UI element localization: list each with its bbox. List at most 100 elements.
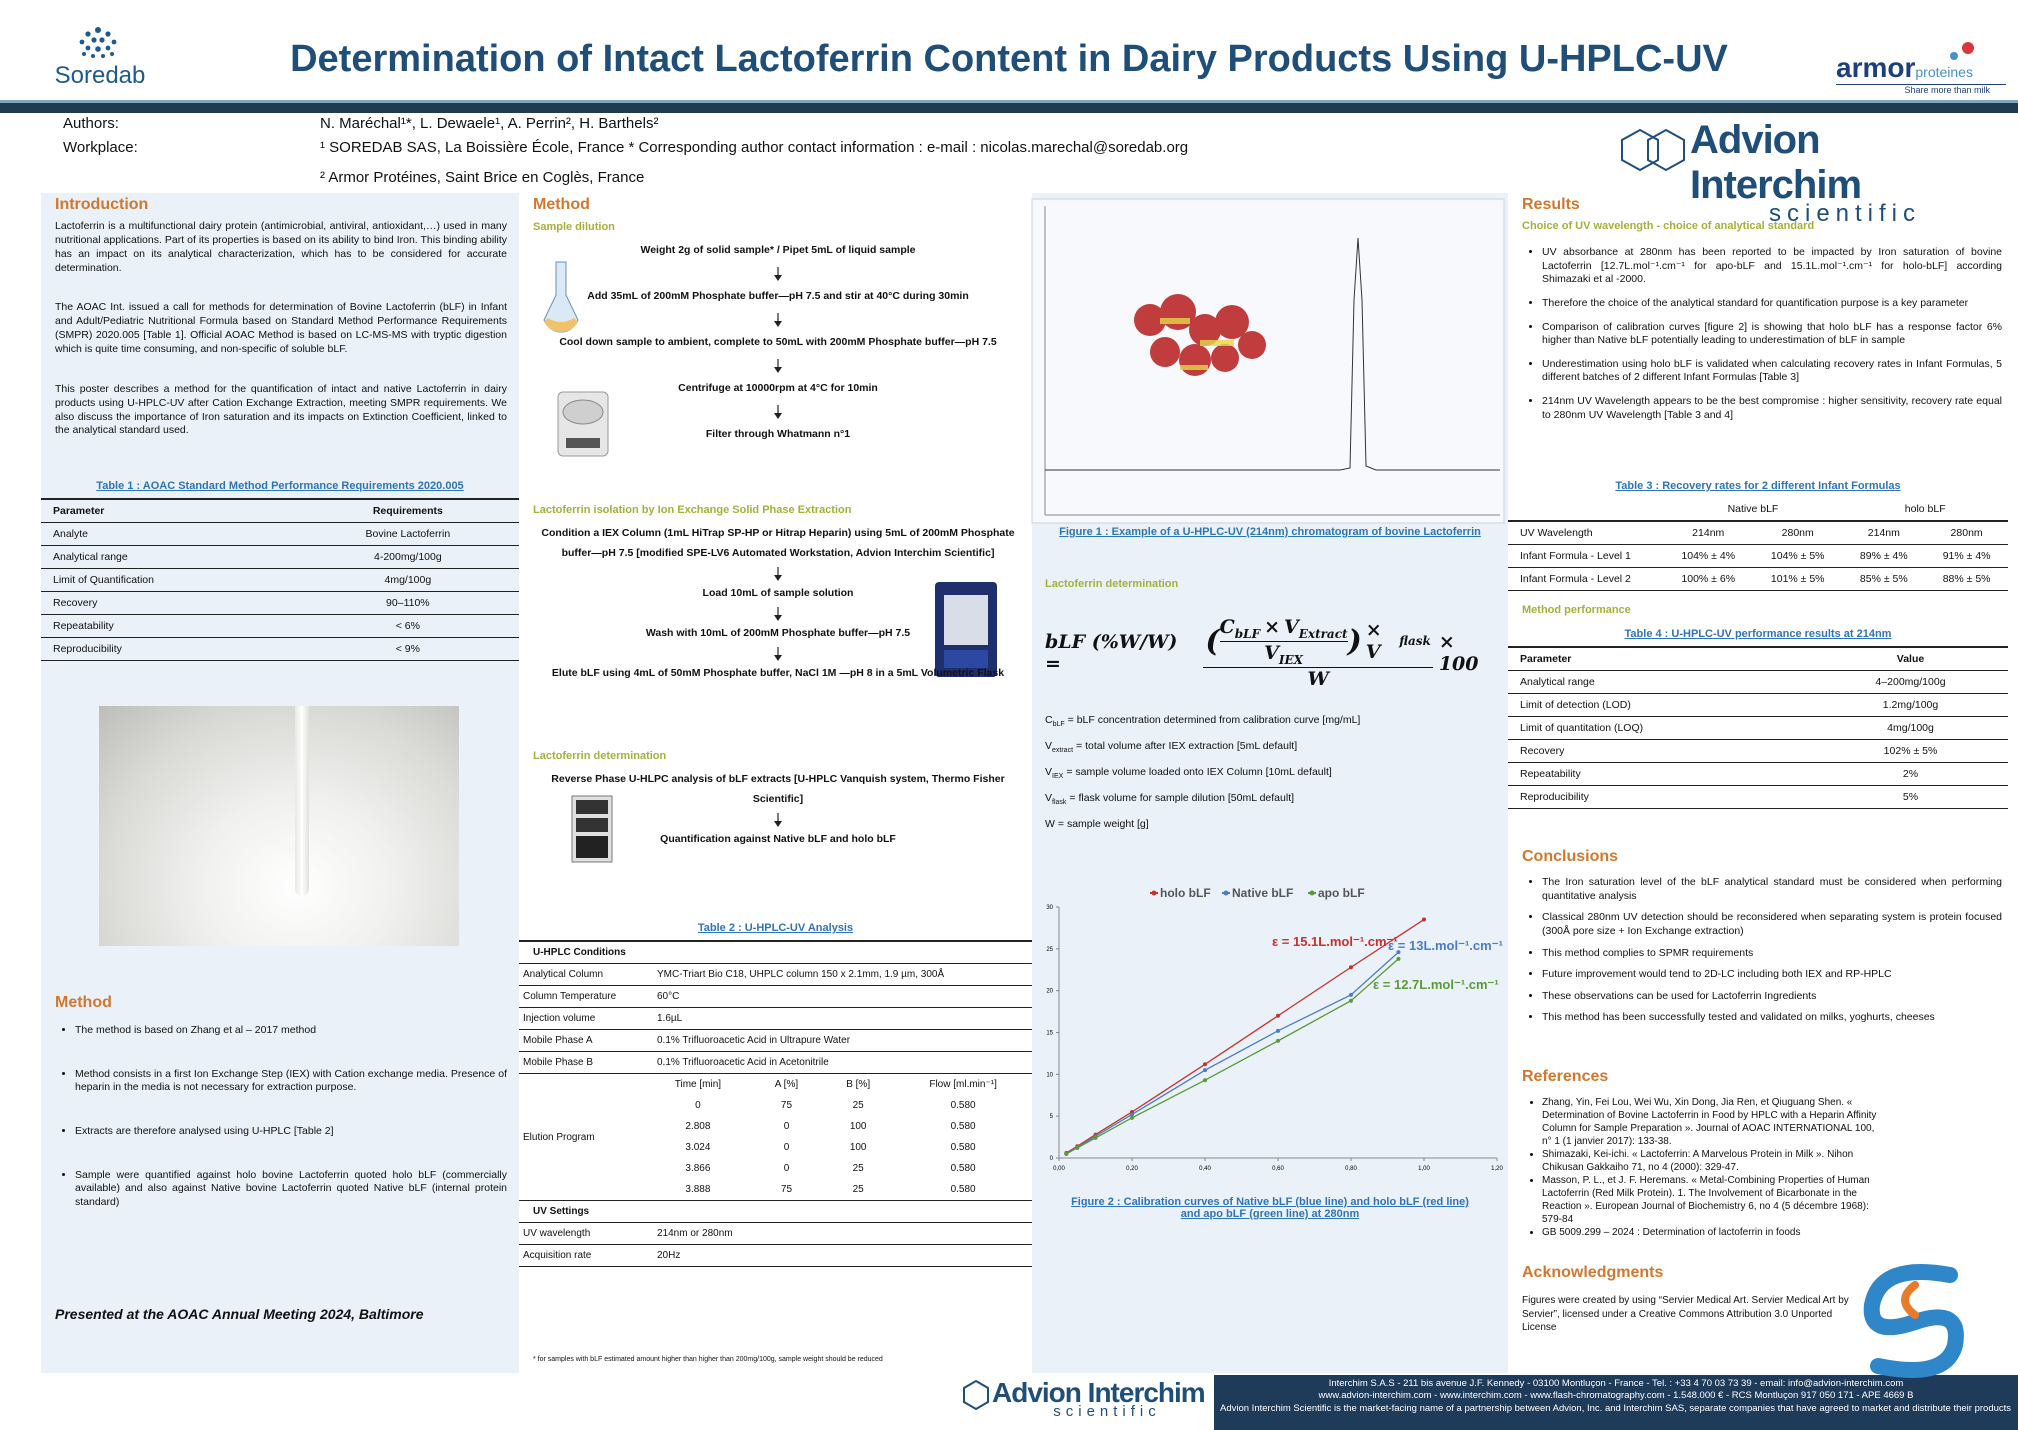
point <box>1276 1038 1280 1043</box>
table-cell: YMC-Triart Bio C18, UHPLC column 150 x 2… <box>645 963 1032 986</box>
section-row: UV Settings <box>519 1200 1032 1223</box>
section-heading: Method <box>55 994 112 1011</box>
sponsor-logo: Advion Interchim scientific <box>1690 118 2000 228</box>
table-cell: 104% ± 5% <box>1752 544 1843 568</box>
elution-row: 3.888 75 25 0.580 <box>519 1179 1032 1201</box>
definition: Vflask = flask volume for sample dilution… <box>1045 792 1500 806</box>
bullet-list: UV absorbance at 280nm has been reported… <box>1522 246 2002 422</box>
section-heading: Introduction <box>55 196 149 213</box>
point <box>1075 1145 1080 1150</box>
step: Weight 2g of solid sample* / Pipet 5mL o… <box>640 244 916 256</box>
figure1 <box>1031 198 1505 524</box>
table-cell: Repeatability <box>1508 762 1813 786</box>
results: Results Choice of UV wavelength - choice … <box>1522 196 2002 432</box>
table2-block: Table 2 : U-HPLC-UV Analysis U-HPLC Condi… <box>519 922 1032 1267</box>
elution-cell: 25 <box>822 1179 895 1201</box>
bullet: Classical 280nm UV detection should be r… <box>1542 911 2002 938</box>
table-cell: 100% ± 6% <box>1663 567 1753 591</box>
table-cell: Mobile Phase A <box>519 1029 645 1052</box>
point <box>1276 1028 1280 1033</box>
symbol: V <box>1284 616 1299 638</box>
step: Centrifuge at 10000rpm at 4°C for 10min <box>678 381 878 394</box>
determination: Lactoferrin determination bLF (%W/W) =(Cb… <box>1045 578 1500 842</box>
denominator: W <box>1307 667 1329 690</box>
elution-cell: 25 <box>852 1100 864 1111</box>
elution-label: Elution Program <box>519 1073 645 1201</box>
inner-numerator: CbLF × VExtract <box>1219 616 1348 642</box>
elution-cell: 0.580 <box>950 1142 976 1153</box>
reference: Masson, P. L., et J. F. Heremans. « Meta… <box>1542 1174 1882 1226</box>
header-bar <box>0 103 2018 113</box>
bullet: UV absorbance at 280nm has been reported… <box>1542 246 2002 287</box>
definition: W = sample weight [g] <box>1045 818 1500 830</box>
affiliation: ² Armor Protéines, Saint Brice en Coglès… <box>320 169 645 186</box>
step: Cool down sample to ambient, complete to… <box>559 335 997 348</box>
x-tick-label: 1,20 <box>1491 1166 1503 1172</box>
operator: × <box>1264 616 1281 638</box>
flask-icon <box>543 261 579 333</box>
table-caption: Table 1 : AOAC Standard Method Performan… <box>96 480 464 492</box>
authors-label-box: Authors: <box>63 115 263 132</box>
steps-block: Lactoferrin determination Reverse Phase U… <box>533 750 1023 853</box>
subscript: extract <box>1052 746 1074 754</box>
affiliation: ¹ SOREDAB SAS, La Boissière École, Franc… <box>320 139 1189 156</box>
flow-arrow <box>774 266 782 281</box>
bullet: Comparison of calibration curves [figure… <box>1542 321 2002 348</box>
legend-marker <box>1151 890 1157 896</box>
table-row: Repeatability 2% <box>1508 762 2008 786</box>
paragraph: The AOAC Int. issued a call for methods … <box>55 301 507 356</box>
sponsor-tag: scientific <box>1768 200 1922 227</box>
symbol: C <box>1219 616 1235 638</box>
table-row: Reproducibility < 9% <box>41 637 519 661</box>
flow-arrow <box>774 404 782 419</box>
table-row: Mobile Phase B 0.1% Trifluoroacetic Acid … <box>519 1051 1032 1074</box>
table-row: Analytical range 4-200mg/100g <box>41 545 519 569</box>
table-row: Acquisition rate 20Hz <box>519 1244 1032 1267</box>
point <box>1203 1078 1207 1083</box>
point <box>1130 1115 1134 1120</box>
section-row: U-HPLC Conditions <box>519 941 1032 964</box>
affiliation-box: ² Armor Protéines, Saint Brice en Coglès… <box>320 169 1320 186</box>
table-cell: Analytical range <box>1508 670 1813 694</box>
table-header-cell: Requirements <box>296 499 519 523</box>
logo-right: armorproteines Share more than milk <box>1836 52 2006 95</box>
elution-header-cell: B [%] <box>846 1079 871 1090</box>
table-cell: 89% ± 4% <box>1842 544 1926 568</box>
elution-cell: 0 <box>783 1163 790 1174</box>
elution-cell: 2.808 <box>685 1121 711 1132</box>
logo-left-text: Soredab <box>54 62 146 89</box>
table-caption: Table 4 : U-HPLC-UV performance results … <box>1624 628 1892 640</box>
table-cell: 4–200mg/100g <box>1813 670 2008 694</box>
flow-arrow <box>774 646 782 661</box>
x-tick-label: 0,40 <box>1199 1166 1211 1172</box>
formula-tail: × 100 <box>1438 630 1479 675</box>
table-cell: Repeatability <box>41 614 297 638</box>
table-cell: Acquisition rate <box>519 1244 645 1267</box>
paragraph: This poster describes a method for the q… <box>55 382 507 437</box>
step: Wash with 10mL of 200mM Phosphate buffer… <box>645 626 911 639</box>
subheading: Sample dilution <box>533 221 615 233</box>
subheading: Choice of UV wavelength - choice of anal… <box>1522 220 1815 232</box>
table: Native bLF holo bLF UV Wavelength 214nm 280n… <box>1508 498 2008 591</box>
table-cell: 60°C <box>645 985 1032 1008</box>
y-tick-label: 10 <box>1046 1072 1053 1078</box>
table-cell: Limit of Quantification <box>41 568 297 592</box>
table-cell: 214nm or 280nm <box>645 1222 1032 1245</box>
table-header-cell: Parameter <box>1508 647 1813 671</box>
method-summary: Method The method is based on Zhang et al… <box>55 994 507 1239</box>
empty-cell <box>1508 498 1663 521</box>
point <box>1276 1013 1280 1018</box>
affiliation-box: ¹ SOREDAB SAS, La Boissière École, Franc… <box>320 139 1320 156</box>
legend-marker <box>1223 890 1229 896</box>
table-cell: 4-200mg/100g <box>296 545 519 569</box>
table-cell: Column Temperature <box>519 985 645 1008</box>
elution-cell: 25 <box>852 1163 864 1174</box>
point <box>1396 956 1401 961</box>
table-cell: Reproducibility <box>41 637 297 661</box>
legend-label: apo bLF <box>1318 886 1365 900</box>
subscript: IEX <box>1052 772 1064 780</box>
bullet: The method is based on Zhang et al – 201… <box>75 1024 507 1038</box>
figure1-caption-box: Figure 1 : Example of a U-HPLC-UV (214nm… <box>1032 526 1508 544</box>
